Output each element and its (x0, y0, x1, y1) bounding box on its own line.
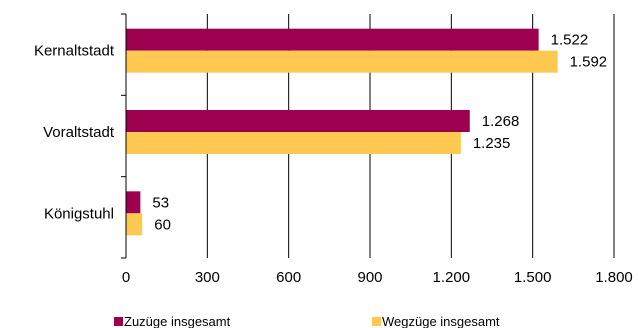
legend-item-zuzuge-insgesamt: Zuzüge insgesamt (114, 314, 231, 328)
data-label-konigstuhl-zuzuge-insgesamt: 53 (152, 194, 169, 211)
data-label-voraltstadt-wegzuge-insgesamt: 1.235 (473, 135, 511, 152)
bar-konigstuhl-wegzuge-insgesamt (126, 213, 143, 236)
bar-kernaltstadt-zuzuge-insgesamt (126, 28, 539, 51)
data-label-voraltstadt-zuzuge-insgesamt: 1.268 (482, 113, 520, 130)
bar-konigstuhl-zuzuge-insgesamt (126, 191, 141, 214)
category-label-voraltstadt: Voraltstadt (43, 124, 115, 141)
x-tick-labels: 0 300 600 900 1.200 1.500 1.800 (122, 269, 633, 286)
x-tick-label-1800: 1.800 (595, 269, 633, 286)
bar-voraltstadt-wegzuge-insgesamt (126, 132, 461, 154)
x-tick-label-300: 300 (195, 269, 220, 286)
category-label-kernaltstadt: Kernaltstadt (34, 43, 115, 60)
legend-label: Zuzüge insgesamt (124, 314, 231, 328)
legend-label: Wegzüge insgesamt (382, 314, 500, 328)
legend-swatch (114, 317, 123, 326)
data-labels: 1.522 1.592 1.268 1.235 53 60 (152, 32, 607, 234)
x-tick-label-900: 900 (357, 269, 382, 286)
x-tick-label-0: 0 (122, 269, 130, 286)
legend: Zuzüge insgesamt Wegzüge insgesamt (114, 314, 500, 328)
category-labels: Kernaltstadt Voraltstadt Königstuhl (34, 43, 115, 223)
x-tick-label-1200: 1.200 (433, 269, 471, 286)
legend-swatch (372, 317, 381, 326)
legend-item-wegzuge-insgesamt: Wegzüge insgesamt (372, 314, 500, 328)
bars (126, 28, 558, 236)
data-label-kernaltstadt-zuzuge-insgesamt: 1.522 (551, 32, 589, 49)
data-label-kernaltstadt-wegzuge-insgesamt: 1.592 (570, 54, 608, 71)
data-label-konigstuhl-wegzuge-insgesamt: 60 (154, 216, 171, 233)
bar-voraltstadt-zuzuge-insgesamt (126, 110, 470, 132)
category-label-konigstuhl: Königstuhl (44, 205, 114, 222)
x-tick-label-1500: 1.500 (514, 269, 552, 286)
y-axis (121, 13, 127, 259)
bar-kernaltstadt-wegzuge-insgesamt (126, 50, 558, 73)
x-tick-label-600: 600 (276, 269, 301, 286)
